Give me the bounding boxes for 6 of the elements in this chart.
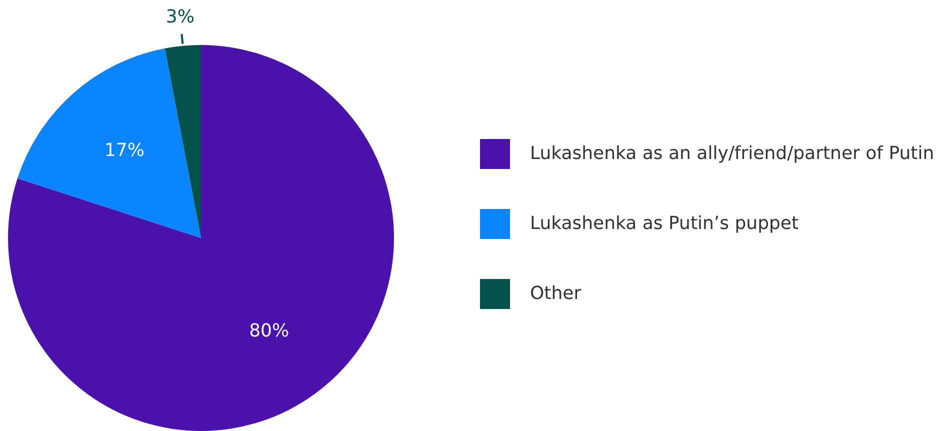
data-label: 80%: [249, 320, 290, 342]
data-label: 3%: [166, 6, 194, 28]
legend-label: Lukashenka as Putin’s puppet: [530, 213, 799, 234]
legend-label: Lukashenka as an ally/friend/partner of Putin: [530, 143, 934, 164]
data-label: 17%: [104, 140, 144, 161]
legend-label: Other: [530, 283, 582, 304]
